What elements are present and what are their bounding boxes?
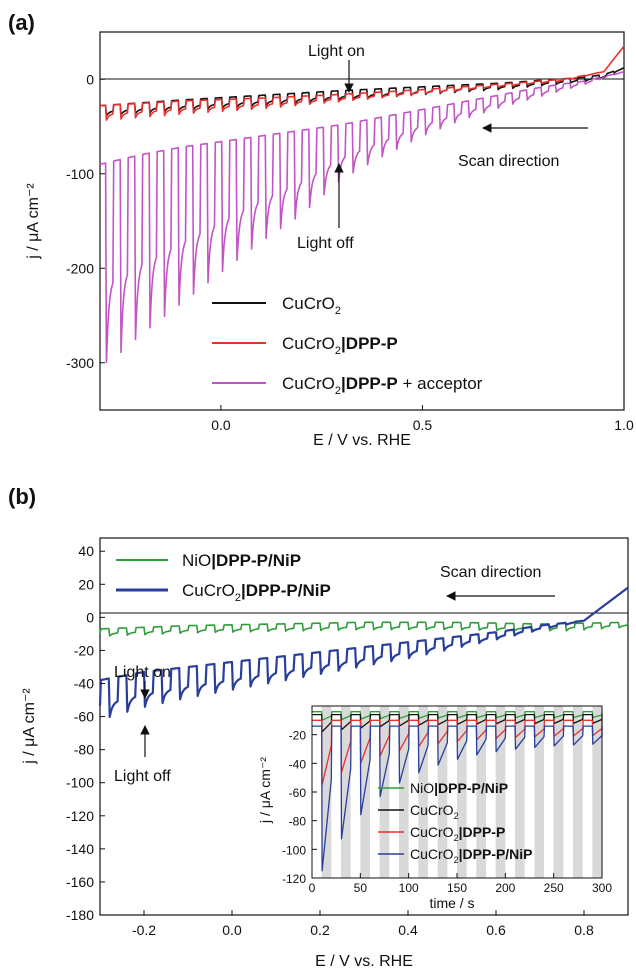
panel-b-y-tick-label: -40 (74, 676, 94, 692)
panel-a-y-tick-label: 0 (86, 71, 94, 87)
inset-legend-entry-cucro2: CuCrO2 (410, 802, 459, 821)
illumination-band (379, 706, 390, 878)
panel-a-x-ticks: 0.0 0.5 1.0 (211, 405, 634, 433)
panel-b-x-tick-label: -0.2 (132, 922, 156, 938)
series-line-cucro2-dpp-p (100, 45, 625, 121)
panel-a-x-tick-label: 0.0 (211, 417, 231, 433)
inset-legend-entry-nio-dpp-p-nip: NiO|DPP-P/NiP (410, 780, 508, 796)
inset-y-axis-label: j / μA cm⁻² (257, 757, 273, 824)
panel-b-y-tick-label: -140 (66, 841, 94, 857)
panel-a: (a) 0.0 0.5 1.0 0 -100 -200 -300 E / V vs. RH… (8, 10, 634, 449)
illumination-band (399, 706, 409, 878)
illumination-band (495, 706, 506, 878)
illumination-band (457, 706, 467, 878)
legend-entry-cucro2: CuCrO2 (282, 294, 341, 317)
inset-x-tick-label: 150 (447, 881, 467, 895)
legend-entry-cucro2-dpp-p: CuCrO2|DPP-P (282, 334, 398, 357)
illumination-band (515, 706, 525, 878)
panel-a-label: (a) (8, 10, 35, 35)
inset-x-tick-label: 300 (592, 881, 612, 895)
inset-x-tick-label: 100 (399, 881, 419, 895)
panel-b-x-axis-label: E / V vs. RHE (315, 953, 413, 970)
illumination-band (437, 706, 448, 878)
inset-y-tick-label: -40 (289, 757, 307, 771)
panel-a-y-axis-label: j / μA cm⁻² (25, 183, 42, 260)
panel-b-x-tick-label: 0.8 (574, 922, 594, 938)
panel-a-y-ticks: 0 -100 -200 -300 (66, 71, 105, 371)
inset-y-tick-label: -80 (289, 815, 307, 829)
panel-a-light-off-label: Light off (297, 235, 354, 252)
illumination-band (573, 706, 583, 878)
panel-b-x-tick-label: 0.0 (222, 922, 242, 938)
panel-b-x-tick-label: 0.6 (486, 922, 506, 938)
panel-b-y-axis-label: j / μA cm⁻² (21, 688, 38, 765)
panel-a-scan-direction-label: Scan direction (458, 153, 559, 170)
inset-x-ticks: 0 50 100 150 200 250 300 (309, 873, 612, 895)
inset-x-tick-label: 50 (354, 881, 368, 895)
panel-b-y-tick-label: 20 (78, 576, 94, 592)
inset-y-tick-label: -100 (282, 843, 306, 857)
inset-x-tick-label: 250 (544, 881, 564, 895)
inset-plot-area (312, 711, 603, 872)
panel-a-y-tick-label: -100 (66, 166, 94, 182)
panel-b-y-tick-label: 0 (86, 609, 94, 625)
panel-a-x-axis-label: E / V vs. RHE (313, 432, 411, 449)
panel-b-x-ticks: -0.2 0.0 0.2 0.4 0.6 0.8 (132, 910, 594, 938)
panel-b-y-tick-label: -160 (66, 874, 94, 890)
inset-legend-entry-cucro2-dpp-p: CuCrO2|DPP-P (410, 824, 505, 843)
illumination-band (321, 706, 332, 878)
panel-b-y-tick-label: -180 (66, 907, 94, 923)
illumination-band (534, 706, 544, 878)
panel-a-plot-area (99, 45, 625, 364)
panel-a-light-on-label: Light on (308, 43, 365, 60)
panel-b-light-off-label: Light off (114, 768, 171, 785)
panel-b-y-tick-label: -60 (74, 709, 94, 725)
panel-b-y-tick-label: -20 (74, 642, 94, 658)
inset-series-line-cucro2-dpp-p-nip (312, 725, 603, 872)
panel-b-y-tick-label: -80 (74, 742, 94, 758)
panel-b-y-tick-label: -100 (66, 775, 94, 791)
inset-x-tick-label: 0 (309, 881, 316, 895)
illumination-band (476, 706, 486, 878)
illumination-band (553, 706, 564, 878)
illumination-band (341, 706, 351, 878)
panel-a-x-tick-label: 0.5 (413, 417, 433, 433)
inset-x-tick-label: 200 (495, 881, 515, 895)
inset-chart: 0 50 100 150 200 250 300 -20-40-60-80-100-120 … (257, 705, 612, 911)
panel-b-y-ticks: 40 20 0 -20 -40 -60 -80 -100 -120 -140 -160 -180 (66, 543, 105, 923)
panel-b-scan-direction-label: Scan direction (440, 564, 541, 581)
legend-entry-cucro2-dpp-p-acceptor: CuCrO2|DPP-P + acceptor (282, 374, 483, 397)
panel-a-y-tick-label: -300 (66, 355, 94, 371)
panel-b-plot-area (98, 586, 629, 718)
panel-b-frame (99, 537, 629, 916)
inset-y-ticks: -20 -40 -60 -80 -100 -120 (282, 729, 317, 886)
panel-a-y-tick-label: -200 (66, 260, 94, 276)
panel-b-y-tick-label: 40 (78, 543, 94, 559)
panel-b-legend: NiO|DPP-P/NiP CuCrO2|DPP-P/NiP (116, 551, 331, 604)
inset-legend: NiO|DPP-P/NiP CuCrO2 CuCrO2|DPP-P CuCrO2… (378, 780, 533, 865)
inset-x-axis-label: time / s (429, 895, 474, 911)
panel-b-light-on-label: Light on (114, 664, 171, 681)
panel-b-x-tick-label: 0.2 (310, 922, 330, 938)
series-line-cucro2-dpp-p-acceptor (99, 70, 625, 364)
legend-entry-nio-dpp-p-nip: NiO|DPP-P/NiP (182, 551, 301, 570)
illumination-band (418, 706, 428, 878)
legend-entry-cucro2-dpp-p-nip: CuCrO2|DPP-P/NiP (182, 581, 331, 604)
panel-a-legend: CuCrO2 CuCrO2|DPP-P CuCrO2|DPP-P + accep… (212, 294, 483, 397)
inset-y-tick-label: -120 (282, 872, 306, 886)
panel-a-x-tick-label: 1.0 (614, 417, 634, 433)
inset-legend-entry-cucro2-dpp-p-nip: CuCrO2|DPP-P/NiP (410, 846, 533, 865)
panel-b-label: (b) (8, 484, 36, 509)
illumination-band (592, 706, 602, 878)
panel-b-y-tick-label: -120 (66, 808, 94, 824)
panel-a-frame (99, 31, 625, 411)
series-line-cucro2-dpp-p-nip (98, 586, 629, 718)
inset-y-tick-label: -20 (289, 729, 307, 743)
inset-y-tick-label: -60 (289, 786, 307, 800)
panel-b: (b) -0.2 0.0 0.2 0.4 0.6 0.8 40200-20-40-60-8… (8, 484, 629, 970)
panel-b-x-tick-label: 0.4 (398, 922, 418, 938)
